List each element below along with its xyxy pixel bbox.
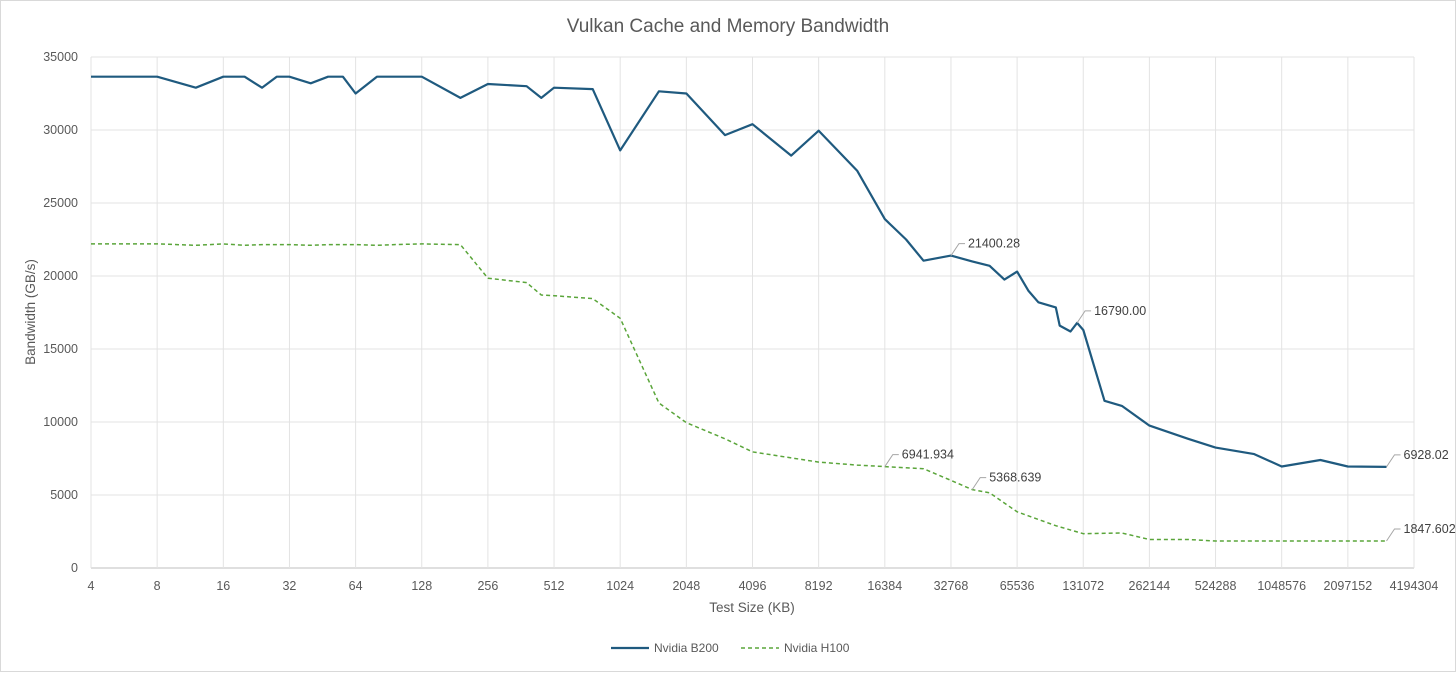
x-tick-label: 512 xyxy=(544,579,565,593)
x-tick-label: 16384 xyxy=(867,579,902,593)
series-line-b200 xyxy=(91,75,1387,468)
y-axis-title: Bandwidth (GB/s) xyxy=(23,259,38,365)
series-lines xyxy=(91,75,1387,542)
data-label: 16790.00 xyxy=(1094,304,1146,318)
y-tick-label: 5000 xyxy=(50,488,78,502)
x-tick-label: 4 xyxy=(88,579,95,593)
y-tick-label: 0 xyxy=(71,561,78,575)
x-tick-label: 8192 xyxy=(805,579,833,593)
gridlines xyxy=(90,56,1415,569)
y-axis-ticks: 0 5000 10000 15000 20000 25000 30000 35000 xyxy=(43,50,78,575)
x-tick-label: 64 xyxy=(349,579,363,593)
x-tick-label: 2097152 xyxy=(1324,579,1373,593)
data-labels: 21400.28 16790.00 6928.02 6941.934 5368.639 1… xyxy=(884,237,1456,542)
data-label-leader xyxy=(950,243,965,256)
y-tick-label: 30000 xyxy=(43,123,78,137)
x-axis-ticks: 4 8 16 32 64 128 256 512 1024 2048 4096 8192 16384 32… xyxy=(88,579,1439,593)
legend: Nvidia B200 Nvidia H100 xyxy=(611,641,850,655)
x-tick-label: 131072 xyxy=(1062,579,1104,593)
series-line-h100 xyxy=(91,243,1387,542)
y-tick-label: 15000 xyxy=(43,342,78,356)
y-tick-label: 35000 xyxy=(43,50,78,64)
y-tick-label: 25000 xyxy=(43,196,78,210)
legend-label-b200: Nvidia B200 xyxy=(654,641,719,655)
data-label: 21400.28 xyxy=(968,237,1020,251)
data-label-leader xyxy=(971,477,987,490)
data-label-leader xyxy=(1386,454,1401,468)
x-tick-label: 16 xyxy=(216,579,230,593)
x-tick-label: 1048576 xyxy=(1257,579,1306,593)
x-tick-label: 2048 xyxy=(672,579,700,593)
y-tick-label: 10000 xyxy=(43,415,78,429)
data-label-leader xyxy=(884,454,899,467)
chart-title: Vulkan Cache and Memory Bandwidth xyxy=(567,16,889,37)
y-tick-label: 20000 xyxy=(43,269,78,283)
data-label-leader xyxy=(1386,528,1401,542)
x-tick-label: 32 xyxy=(282,579,296,593)
x-tick-label: 65536 xyxy=(1000,579,1035,593)
data-label: 6928.02 xyxy=(1404,448,1449,462)
data-label: 1847.602 xyxy=(1404,522,1456,536)
x-tick-label: 262144 xyxy=(1129,579,1171,593)
x-tick-label: 128 xyxy=(411,579,432,593)
data-label: 5368.639 xyxy=(989,471,1041,485)
data-label-leader xyxy=(1076,310,1092,324)
legend-label-h100: Nvidia H100 xyxy=(784,641,850,655)
x-tick-label: 1024 xyxy=(606,579,634,593)
data-label: 6941.934 xyxy=(902,448,954,462)
x-tick-label: 8 xyxy=(154,579,161,593)
x-tick-label: 32768 xyxy=(934,579,969,593)
x-tick-label: 4096 xyxy=(739,579,767,593)
x-axis-title: Test Size (KB) xyxy=(709,600,795,615)
x-tick-label: 4194304 xyxy=(1390,579,1439,593)
x-tick-label: 256 xyxy=(477,579,498,593)
x-tick-label: 524288 xyxy=(1195,579,1237,593)
